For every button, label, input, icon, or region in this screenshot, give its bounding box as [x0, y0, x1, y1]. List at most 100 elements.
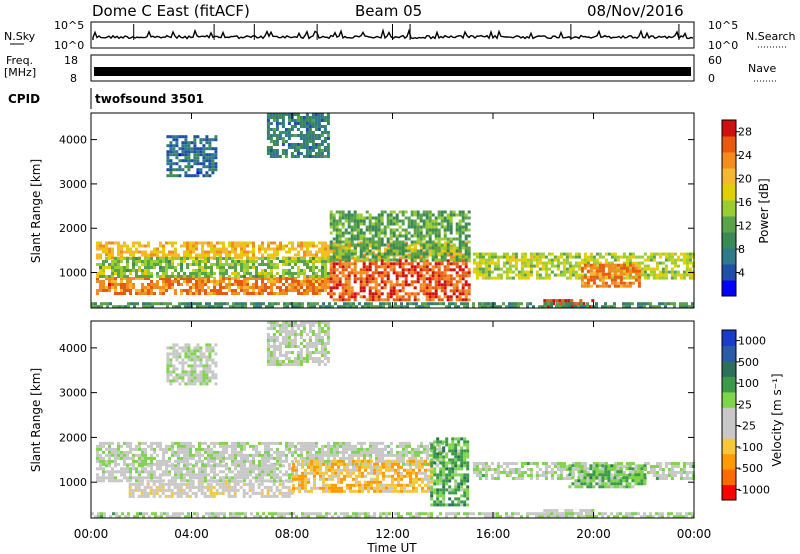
heatmap-cell [162, 289, 165, 292]
heatmap-cell [350, 292, 354, 296]
heatmap-cell [234, 479, 237, 483]
heatmap-cell [389, 295, 393, 299]
heatmap-cell [458, 234, 462, 238]
heatmap-cell [311, 140, 315, 143]
heatmap-cell [368, 268, 372, 272]
heatmap-cell [374, 298, 378, 302]
heatmap-cell [252, 476, 255, 480]
heatmap-cell [435, 447, 438, 451]
heatmap-cell [414, 247, 417, 251]
heatmap-cell [99, 275, 102, 278]
heatmap-cell [377, 234, 381, 238]
heatmap-cell [446, 228, 450, 232]
heatmap-cell [209, 488, 213, 492]
heatmap-cell [144, 447, 147, 451]
heatmap-cell [220, 305, 223, 309]
heatmap-cell [189, 280, 192, 283]
heatmap-cell [234, 280, 237, 283]
heatmap-cell [291, 277, 294, 280]
heatmap-cell [404, 210, 408, 214]
heatmap-cell [392, 268, 396, 272]
heatmap-cell [350, 252, 354, 256]
heatmap-cell [171, 241, 174, 245]
heatmap-cell [508, 302, 511, 306]
heatmap-cell [664, 270, 668, 274]
heatmap-cell [634, 255, 638, 259]
heatmap-cell [120, 250, 123, 254]
heatmap-cell [102, 289, 105, 292]
heatmap-cell [282, 289, 285, 292]
heatmap-cell [185, 482, 189, 486]
heatmap-cell [321, 241, 324, 245]
heatmap-cell [381, 447, 384, 451]
heatmap-cell [299, 122, 303, 125]
heatmap-cell [619, 281, 623, 285]
heatmap-cell [216, 292, 219, 295]
heatmap-cell [213, 283, 216, 286]
heatmap-cell [192, 470, 195, 474]
heatmap-cell [412, 302, 415, 306]
heatmap-cell [646, 276, 650, 280]
heatmap-cell [294, 280, 297, 283]
heatmap-cell [380, 210, 384, 214]
heatmap-cell [356, 258, 360, 262]
heatmap-cell [481, 270, 485, 274]
heatmap-cell [610, 261, 614, 265]
heatmap-cell [613, 302, 616, 306]
heatmap-cell [105, 289, 108, 292]
heatmap-cell [458, 231, 462, 235]
heatmap-cell [580, 275, 584, 279]
heatmap-cell [111, 286, 114, 289]
heatmap-cell [282, 473, 285, 477]
heatmap-cell [583, 261, 587, 265]
heatmap-cell [187, 174, 191, 178]
heatmap-cell [308, 128, 312, 131]
heatmap-cell [300, 447, 303, 451]
heatmap-cell [440, 262, 444, 266]
nsearch-tick-top: 10^5 [708, 19, 738, 32]
heatmap-cell [347, 262, 351, 266]
heatmap-cell [559, 261, 563, 265]
heatmap-cell [526, 270, 530, 274]
heatmap-cell [91, 305, 94, 309]
heatmap-cell [329, 255, 333, 259]
heatmap-cell [464, 280, 468, 284]
heatmap-cell [368, 219, 372, 223]
heatmap-cell [481, 305, 484, 309]
heatmap-cell [146, 494, 150, 498]
heatmap-cell [165, 450, 168, 454]
heatmap-cell [207, 244, 210, 248]
heatmap-cell [317, 143, 321, 146]
heatmap-cell [237, 450, 240, 454]
heatmap-cell [670, 252, 674, 256]
heatmap-cell [309, 280, 312, 283]
heatmap-cell [278, 137, 282, 140]
heatmap-cell [243, 467, 246, 471]
heatmap-cell [261, 464, 264, 468]
heatmap-cell [318, 286, 321, 289]
heatmap-cell [579, 299, 583, 303]
heatmap-cell [511, 276, 515, 280]
heatmap-cell [219, 450, 222, 454]
heatmap-cell [242, 488, 246, 492]
heatmap-cell [377, 240, 381, 244]
heatmap-cell [219, 459, 222, 463]
heatmap-cell [204, 277, 207, 280]
heatmap-cell [320, 125, 324, 128]
heatmap-cell [377, 225, 381, 229]
heatmap-cell [237, 272, 240, 275]
heatmap-cell [179, 482, 183, 486]
heatmap-cell [437, 283, 441, 287]
heatmap-cell [350, 240, 354, 244]
heatmap-cell [440, 277, 444, 281]
heatmap-cell [499, 255, 503, 259]
heatmap-cell [335, 228, 339, 232]
heatmap-cell [168, 286, 171, 289]
heatmap-cell [188, 488, 192, 492]
heatmap-cell [437, 265, 441, 269]
heatmap-cell [278, 491, 282, 495]
heatmap-cell [258, 441, 261, 445]
heatmap-cell [297, 441, 300, 445]
heatmap-cell [228, 263, 231, 266]
heatmap-cell [324, 289, 327, 292]
